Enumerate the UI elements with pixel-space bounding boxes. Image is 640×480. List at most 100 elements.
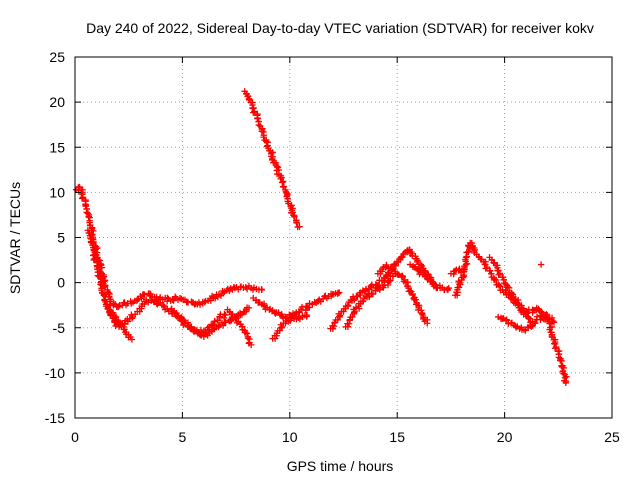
data-point-i bbox=[303, 311, 311, 319]
data-point-t bbox=[537, 261, 545, 268]
data-point-e bbox=[181, 320, 188, 327]
data-point-l bbox=[383, 261, 390, 269]
data-point-q bbox=[503, 316, 510, 323]
data-point-j bbox=[399, 253, 406, 261]
data-point-o bbox=[460, 268, 467, 275]
data-point-p bbox=[482, 265, 489, 272]
data-point-s bbox=[561, 374, 569, 382]
x-tick-label: 5 bbox=[179, 429, 187, 445]
chart-title: Day 240 of 2022, Sidereal Day-to-day VTE… bbox=[86, 20, 594, 36]
ticks: 0 5 10 15 20 25 -15 -10 -5 0 5 10 15 20 25 bbox=[45, 49, 620, 445]
data-point-j bbox=[392, 262, 400, 269]
data-point-h bbox=[260, 302, 268, 309]
data-point-r bbox=[508, 290, 515, 297]
data-point-h bbox=[278, 311, 285, 318]
data-point-k bbox=[351, 308, 358, 315]
data-point-a bbox=[201, 298, 208, 306]
data-point-j bbox=[414, 257, 421, 264]
data-point-g bbox=[255, 121, 263, 129]
data-point-f bbox=[244, 335, 252, 342]
y-tick-label: 25 bbox=[49, 49, 65, 65]
data-point-r bbox=[495, 271, 502, 278]
data-point-a bbox=[107, 296, 114, 303]
x-tick-label: 0 bbox=[71, 429, 79, 445]
data-point-s bbox=[560, 370, 567, 377]
data-point-q bbox=[531, 320, 539, 327]
data-point-e bbox=[202, 328, 209, 335]
data-point-n bbox=[461, 264, 468, 272]
data-point-e bbox=[197, 326, 205, 334]
data-point-r bbox=[496, 270, 504, 277]
data-point-m bbox=[429, 278, 436, 285]
data-point-a bbox=[78, 195, 86, 202]
data-point-c bbox=[128, 315, 136, 322]
data-point-g bbox=[289, 209, 296, 216]
y-tick-label: -10 bbox=[45, 365, 65, 381]
data-point-a bbox=[104, 286, 111, 294]
data-point-c bbox=[106, 308, 113, 315]
data-point-e bbox=[214, 317, 222, 324]
data-point-g bbox=[293, 219, 300, 227]
y-tick-label: -15 bbox=[45, 410, 65, 426]
y-tick-label: 20 bbox=[49, 94, 65, 110]
data-point-b bbox=[100, 292, 107, 299]
data-point-r bbox=[550, 319, 558, 326]
data-point-k bbox=[406, 287, 414, 294]
data-point-a bbox=[85, 213, 92, 220]
data-point-k bbox=[420, 314, 427, 321]
data-point-a bbox=[258, 286, 266, 294]
x-axis-label: GPS time / hours bbox=[287, 458, 394, 474]
data-point-k bbox=[360, 297, 367, 305]
data-point-e bbox=[209, 322, 216, 329]
data-point-f bbox=[243, 330, 251, 337]
x-tick-label: 20 bbox=[497, 429, 513, 445]
y-tick-label: 10 bbox=[49, 184, 65, 200]
data-point-g bbox=[272, 159, 280, 167]
data-point-g bbox=[259, 127, 266, 135]
data-point-s bbox=[551, 345, 559, 352]
data-point-f bbox=[247, 341, 255, 349]
data-point-g bbox=[263, 138, 270, 145]
data-point-j bbox=[345, 302, 352, 309]
data-point-a bbox=[138, 295, 145, 302]
data-point-a bbox=[134, 296, 141, 303]
data-point-l bbox=[391, 268, 399, 275]
data-point-g bbox=[282, 186, 289, 194]
data-point-r bbox=[549, 317, 557, 325]
data-point-n bbox=[465, 248, 472, 256]
data-point-o bbox=[456, 265, 463, 273]
data-point-r bbox=[515, 301, 522, 308]
data-point-a bbox=[219, 289, 227, 297]
data-point-d bbox=[245, 304, 253, 312]
data-point-s bbox=[562, 379, 570, 387]
data-point-s bbox=[551, 340, 558, 347]
data-point-d bbox=[160, 302, 167, 309]
data-point-r bbox=[518, 302, 525, 309]
points-layer bbox=[72, 88, 570, 387]
data-point-g bbox=[274, 163, 282, 171]
data-point-g bbox=[296, 223, 303, 230]
data-point-p bbox=[526, 315, 533, 322]
x-tick-label: 15 bbox=[389, 429, 405, 445]
data-point-e bbox=[222, 311, 229, 319]
data-point-d bbox=[219, 322, 227, 329]
data-point-d bbox=[242, 308, 250, 315]
data-point-r bbox=[543, 311, 551, 319]
data-point-a bbox=[243, 285, 251, 293]
data-point-p bbox=[483, 263, 491, 271]
y-axis-label: SDTVAR / TECUs bbox=[7, 182, 23, 294]
data-point-g bbox=[279, 183, 287, 190]
x-tick-label: 25 bbox=[604, 429, 620, 445]
y-tick-label: -5 bbox=[53, 320, 66, 336]
data-point-g bbox=[254, 115, 261, 122]
data-point-g bbox=[250, 109, 257, 116]
data-point-q bbox=[533, 313, 541, 320]
data-point-m bbox=[445, 284, 452, 292]
data-point-r bbox=[538, 309, 546, 316]
y-tick-label: 15 bbox=[49, 139, 65, 155]
data-point-b bbox=[128, 336, 136, 343]
data-point-a bbox=[115, 303, 122, 310]
data-point-s bbox=[552, 343, 560, 351]
data-point-j bbox=[421, 267, 428, 275]
grid bbox=[75, 57, 612, 418]
